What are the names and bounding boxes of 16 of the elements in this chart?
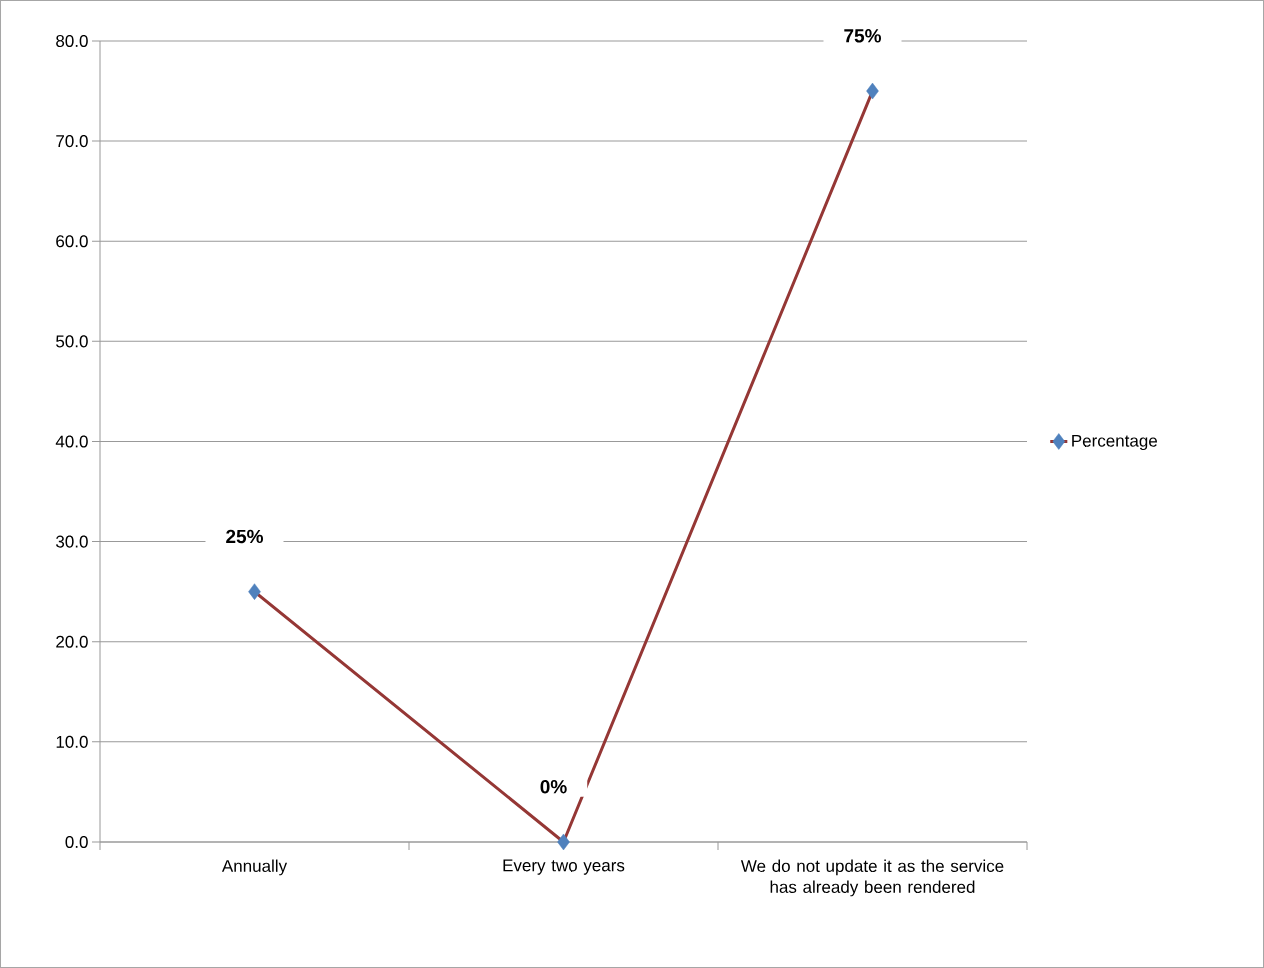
y-tick-label: 40.0 <box>55 435 88 448</box>
y-tick-label: 60.0 <box>56 235 88 248</box>
data-label: 75% <box>844 29 882 43</box>
y-tick-label: 30.0 <box>56 535 88 548</box>
y-tick-label: 20.0 <box>56 635 88 648</box>
y-tick-label: 10.0 <box>56 735 88 748</box>
y-tick-label: 50.0 <box>56 335 88 348</box>
data-label: 25% <box>226 529 264 544</box>
y-tick-label: 0.0 <box>65 835 88 849</box>
x-tick-label: We do not update it as the service has already been rendered <box>740 859 1004 897</box>
x-tick-label: Every two years <box>503 859 625 875</box>
y-tick-label: 80.0 <box>56 34 88 48</box>
legend-label: Percentage <box>1072 434 1158 451</box>
data-label: 0% <box>540 780 567 794</box>
x-tick-label: Annually <box>221 859 288 876</box>
y-tick-label: 70.0 <box>56 135 88 148</box>
